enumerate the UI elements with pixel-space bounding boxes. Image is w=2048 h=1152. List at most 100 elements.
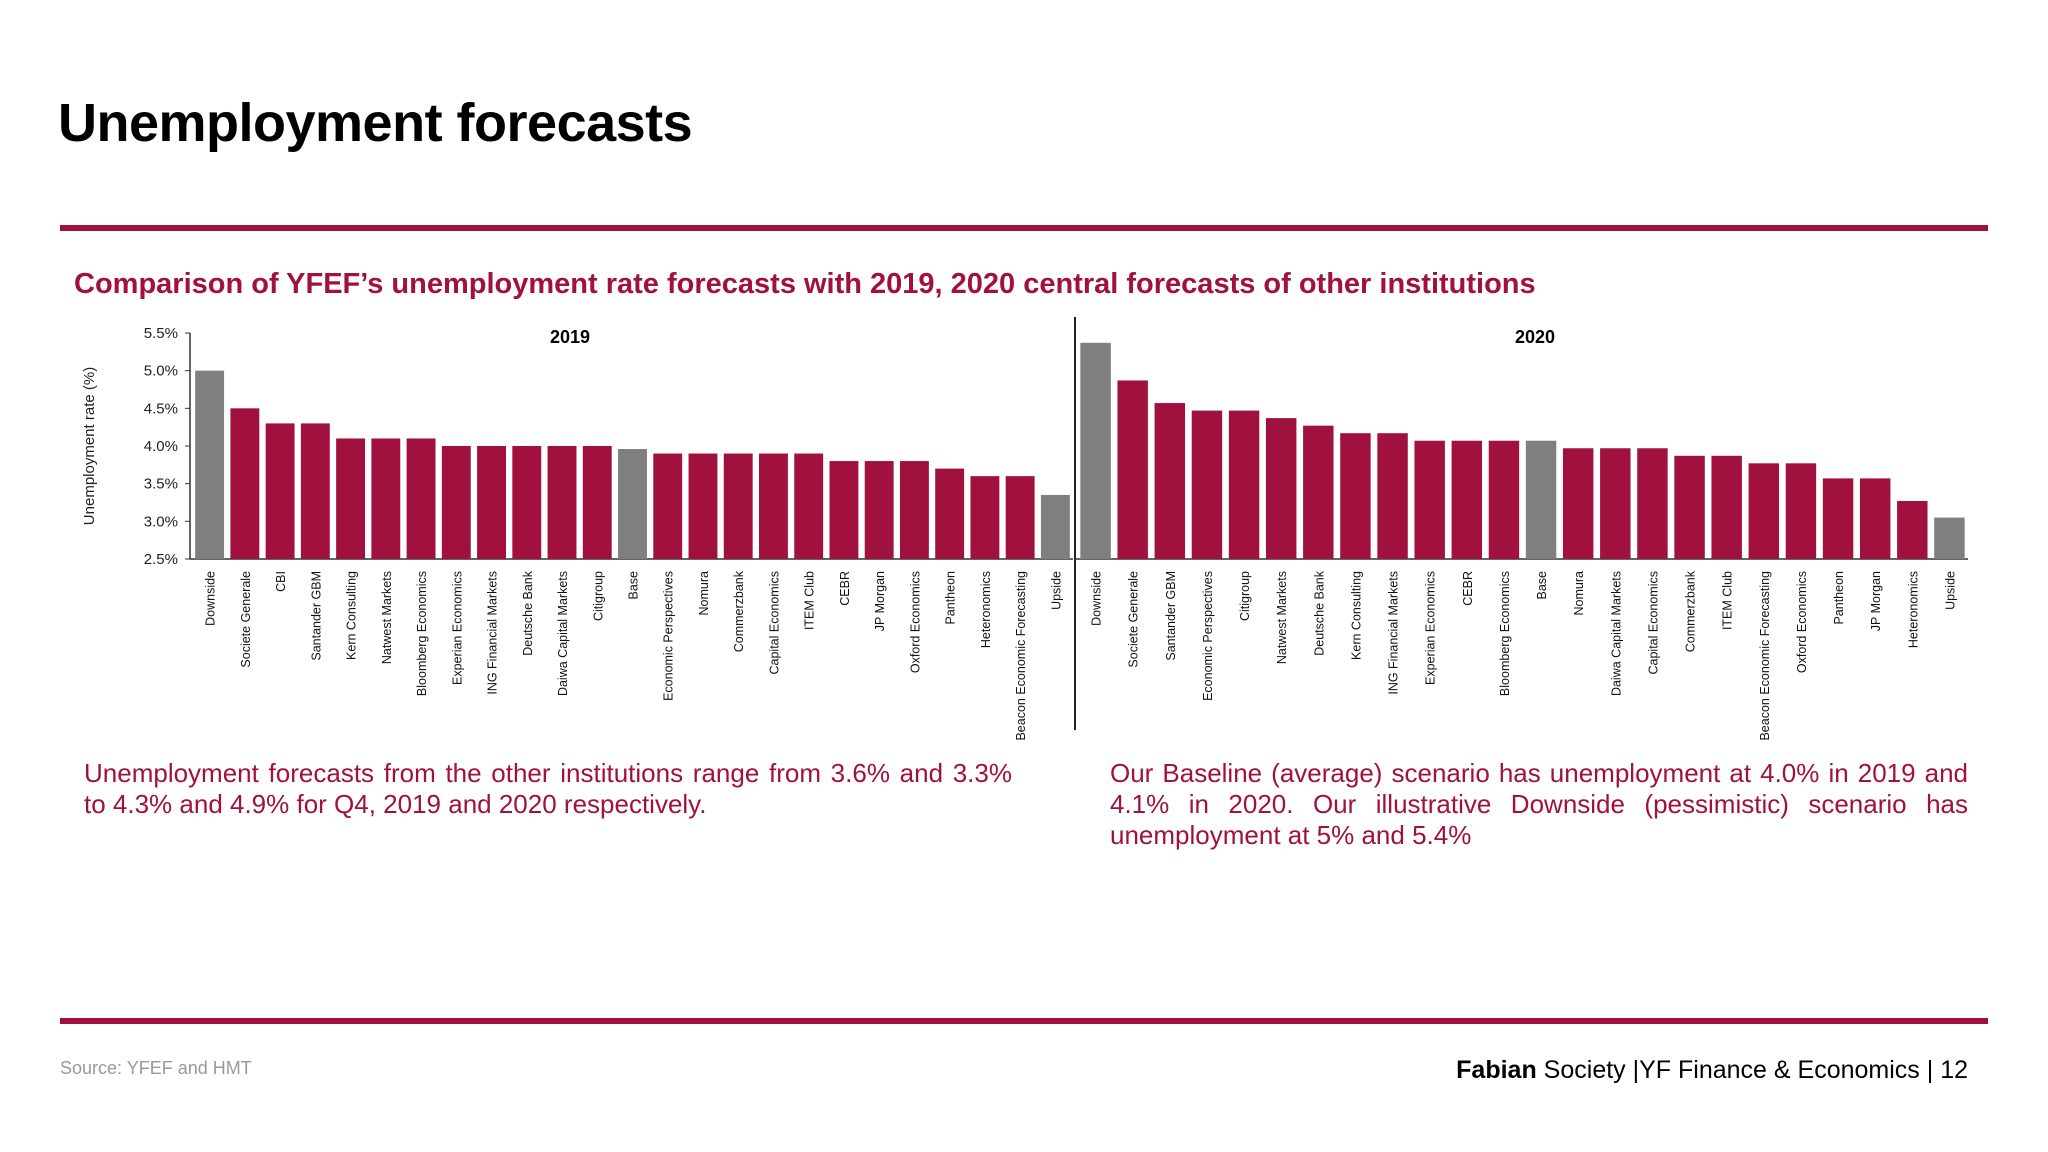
x-tick-label: Deutsche Bank xyxy=(1312,570,1326,656)
x-tick-label: ING Financial Markets xyxy=(1387,571,1401,695)
bottom-divider xyxy=(60,1018,1988,1024)
bar-2019-cbi xyxy=(265,423,295,559)
footer-separator: | xyxy=(1625,1056,1640,1084)
bar-2019-deutsche-bank xyxy=(512,446,542,559)
x-tick-label: Base xyxy=(627,571,641,600)
footer-dept: YF Finance & Economics xyxy=(1639,1056,1920,1084)
y-tick-label: 3.0% xyxy=(144,513,178,530)
y-tick-label: 5.0% xyxy=(144,363,178,380)
bar-2020-bloomberg-economics xyxy=(1488,440,1520,559)
y-tick-label: 3.5% xyxy=(144,476,178,493)
x-tick-label: Natwest Markets xyxy=(380,571,394,664)
bar-2020-natwest-markets xyxy=(1265,418,1297,559)
footer-org-rest: Society xyxy=(1536,1056,1626,1084)
bar-2020-cebr xyxy=(1451,440,1483,559)
y-axis-title: Unemployment rate (%) xyxy=(81,367,98,525)
x-tick-label: Experian Economics xyxy=(450,571,464,685)
bar-2020-daiwa-capital-markets xyxy=(1600,448,1631,559)
bar-2020-santander-gbm xyxy=(1154,403,1186,559)
x-tick-label: Economic Perspectives xyxy=(662,571,676,701)
x-tick-label: Base xyxy=(1535,571,1549,600)
bar-2020-economic-perspectives xyxy=(1191,410,1223,559)
bar-2020-commerzbank xyxy=(1674,455,1705,559)
x-tick-label: JP Morgan xyxy=(873,571,887,631)
x-tick-label: Oxford Economics xyxy=(1795,571,1809,673)
bar-2019-pantheon xyxy=(935,468,965,559)
x-tick-label: Daiwa Capital Markets xyxy=(556,571,570,696)
bar-2020-citigroup xyxy=(1228,410,1260,559)
x-tick-label: Kern Consulting xyxy=(1349,571,1363,660)
x-tick-label: CEBR xyxy=(1461,571,1475,606)
x-tick-label: Bloomberg Economics xyxy=(415,571,429,696)
x-tick-label: ITEM Club xyxy=(1721,571,1735,630)
x-tick-label: Pantheon xyxy=(944,571,958,625)
x-tick-label: Santander GBM xyxy=(309,571,323,661)
x-tick-label: Beacon Economic Forecasting xyxy=(1014,571,1028,741)
bar-2019-daiwa-capital-markets xyxy=(547,446,577,559)
x-tick-label: Economic Perspectives xyxy=(1201,571,1215,701)
summary-text-left: Unemployment forecasts from the other in… xyxy=(84,758,1012,819)
bar-2020-upside xyxy=(1934,517,1965,559)
bar-2020-kern-consulting xyxy=(1340,433,1371,559)
bar-2019-capital-economics xyxy=(759,453,788,559)
bar-2019-cebr xyxy=(829,461,859,559)
page-number: 12 xyxy=(1940,1056,1968,1084)
x-tick-label: Societe Generale xyxy=(1127,571,1141,668)
y-tick-label: 4.0% xyxy=(144,438,178,455)
bar-2019-oxford-economics xyxy=(899,461,929,559)
x-tick-label: Upside xyxy=(1943,571,1957,610)
x-tick-label: Beacon Economic Forecasting xyxy=(1758,571,1772,741)
bar-2020-item-club xyxy=(1711,455,1742,559)
bar-2019-natwest-markets xyxy=(371,438,401,559)
x-tick-label: Upside xyxy=(1049,571,1063,610)
x-tick-label: Daiwa Capital Markets xyxy=(1609,571,1623,696)
x-tick-label: Societe Generale xyxy=(239,571,253,668)
bar-2020-ing-financial-markets xyxy=(1377,433,1408,559)
bar-2019-nomura xyxy=(688,453,718,559)
source-note: Source: YFEF and HMT xyxy=(60,1058,252,1078)
x-tick-label: CEBR xyxy=(838,571,852,606)
x-tick-label: Heteronomics xyxy=(1906,571,1920,648)
bar-2019-heteronomics xyxy=(970,476,1000,559)
x-tick-label: Natwest Markets xyxy=(1275,571,1289,664)
bar-2019-beacon-economic-forecasting xyxy=(1005,476,1035,559)
x-tick-label: Citigroup xyxy=(1238,571,1252,621)
bar-2019-upside xyxy=(1040,494,1070,559)
bar-2020-oxford-economics xyxy=(1785,463,1817,559)
x-tick-label: Commerzbank xyxy=(1684,570,1698,652)
x-tick-label: Capital Economics xyxy=(1646,571,1660,675)
x-tick-label: Downside xyxy=(204,571,218,626)
bar-2019-societe-generale xyxy=(230,408,260,559)
y-tick-label: 4.5% xyxy=(144,400,178,417)
x-tick-label: Heteronomics xyxy=(979,571,993,648)
bar-2020-heteronomics xyxy=(1897,500,1928,559)
bar-2020-deutsche-bank xyxy=(1303,425,1334,559)
x-tick-label: Kern Consulting xyxy=(345,571,359,660)
bar-2020-experian-economics xyxy=(1414,440,1445,559)
panel-title-2019: 2019 xyxy=(550,327,590,347)
x-tick-label: JP Morgan xyxy=(1869,571,1883,631)
bar-2020-societe-generale xyxy=(1117,380,1148,559)
bar-2020-beacon-economic-forecasting xyxy=(1748,463,1780,559)
panel-title-2020: 2020 xyxy=(1515,327,1555,347)
x-tick-label: Pantheon xyxy=(1832,571,1846,625)
bar-2019-citigroup xyxy=(582,446,612,559)
x-tick-label: Deutsche Bank xyxy=(521,570,535,656)
bar-2020-jp-morgan xyxy=(1859,478,1891,559)
x-tick-label: Commerzbank xyxy=(732,570,746,652)
footer-separator: | xyxy=(1919,1056,1941,1084)
x-tick-label: ING Financial Markets xyxy=(486,571,500,695)
x-tick-label: Citigroup xyxy=(591,571,605,621)
bar-2020-nomura xyxy=(1562,448,1594,559)
footer: Fabian Society |YF Finance & Economics |… xyxy=(1456,1056,1968,1085)
bar-2020-downside xyxy=(1080,342,1111,559)
bar-2019-economic-perspectives xyxy=(653,453,683,559)
x-tick-label: Capital Economics xyxy=(767,571,781,675)
bar-2019-base xyxy=(618,449,647,559)
bar-2019-item-club xyxy=(794,453,824,559)
bar-2019-commerzbank xyxy=(723,453,753,559)
bar-2019-santander-gbm xyxy=(300,423,330,559)
x-tick-label: Santander GBM xyxy=(1164,571,1178,661)
bar-2020-base xyxy=(1525,440,1557,559)
